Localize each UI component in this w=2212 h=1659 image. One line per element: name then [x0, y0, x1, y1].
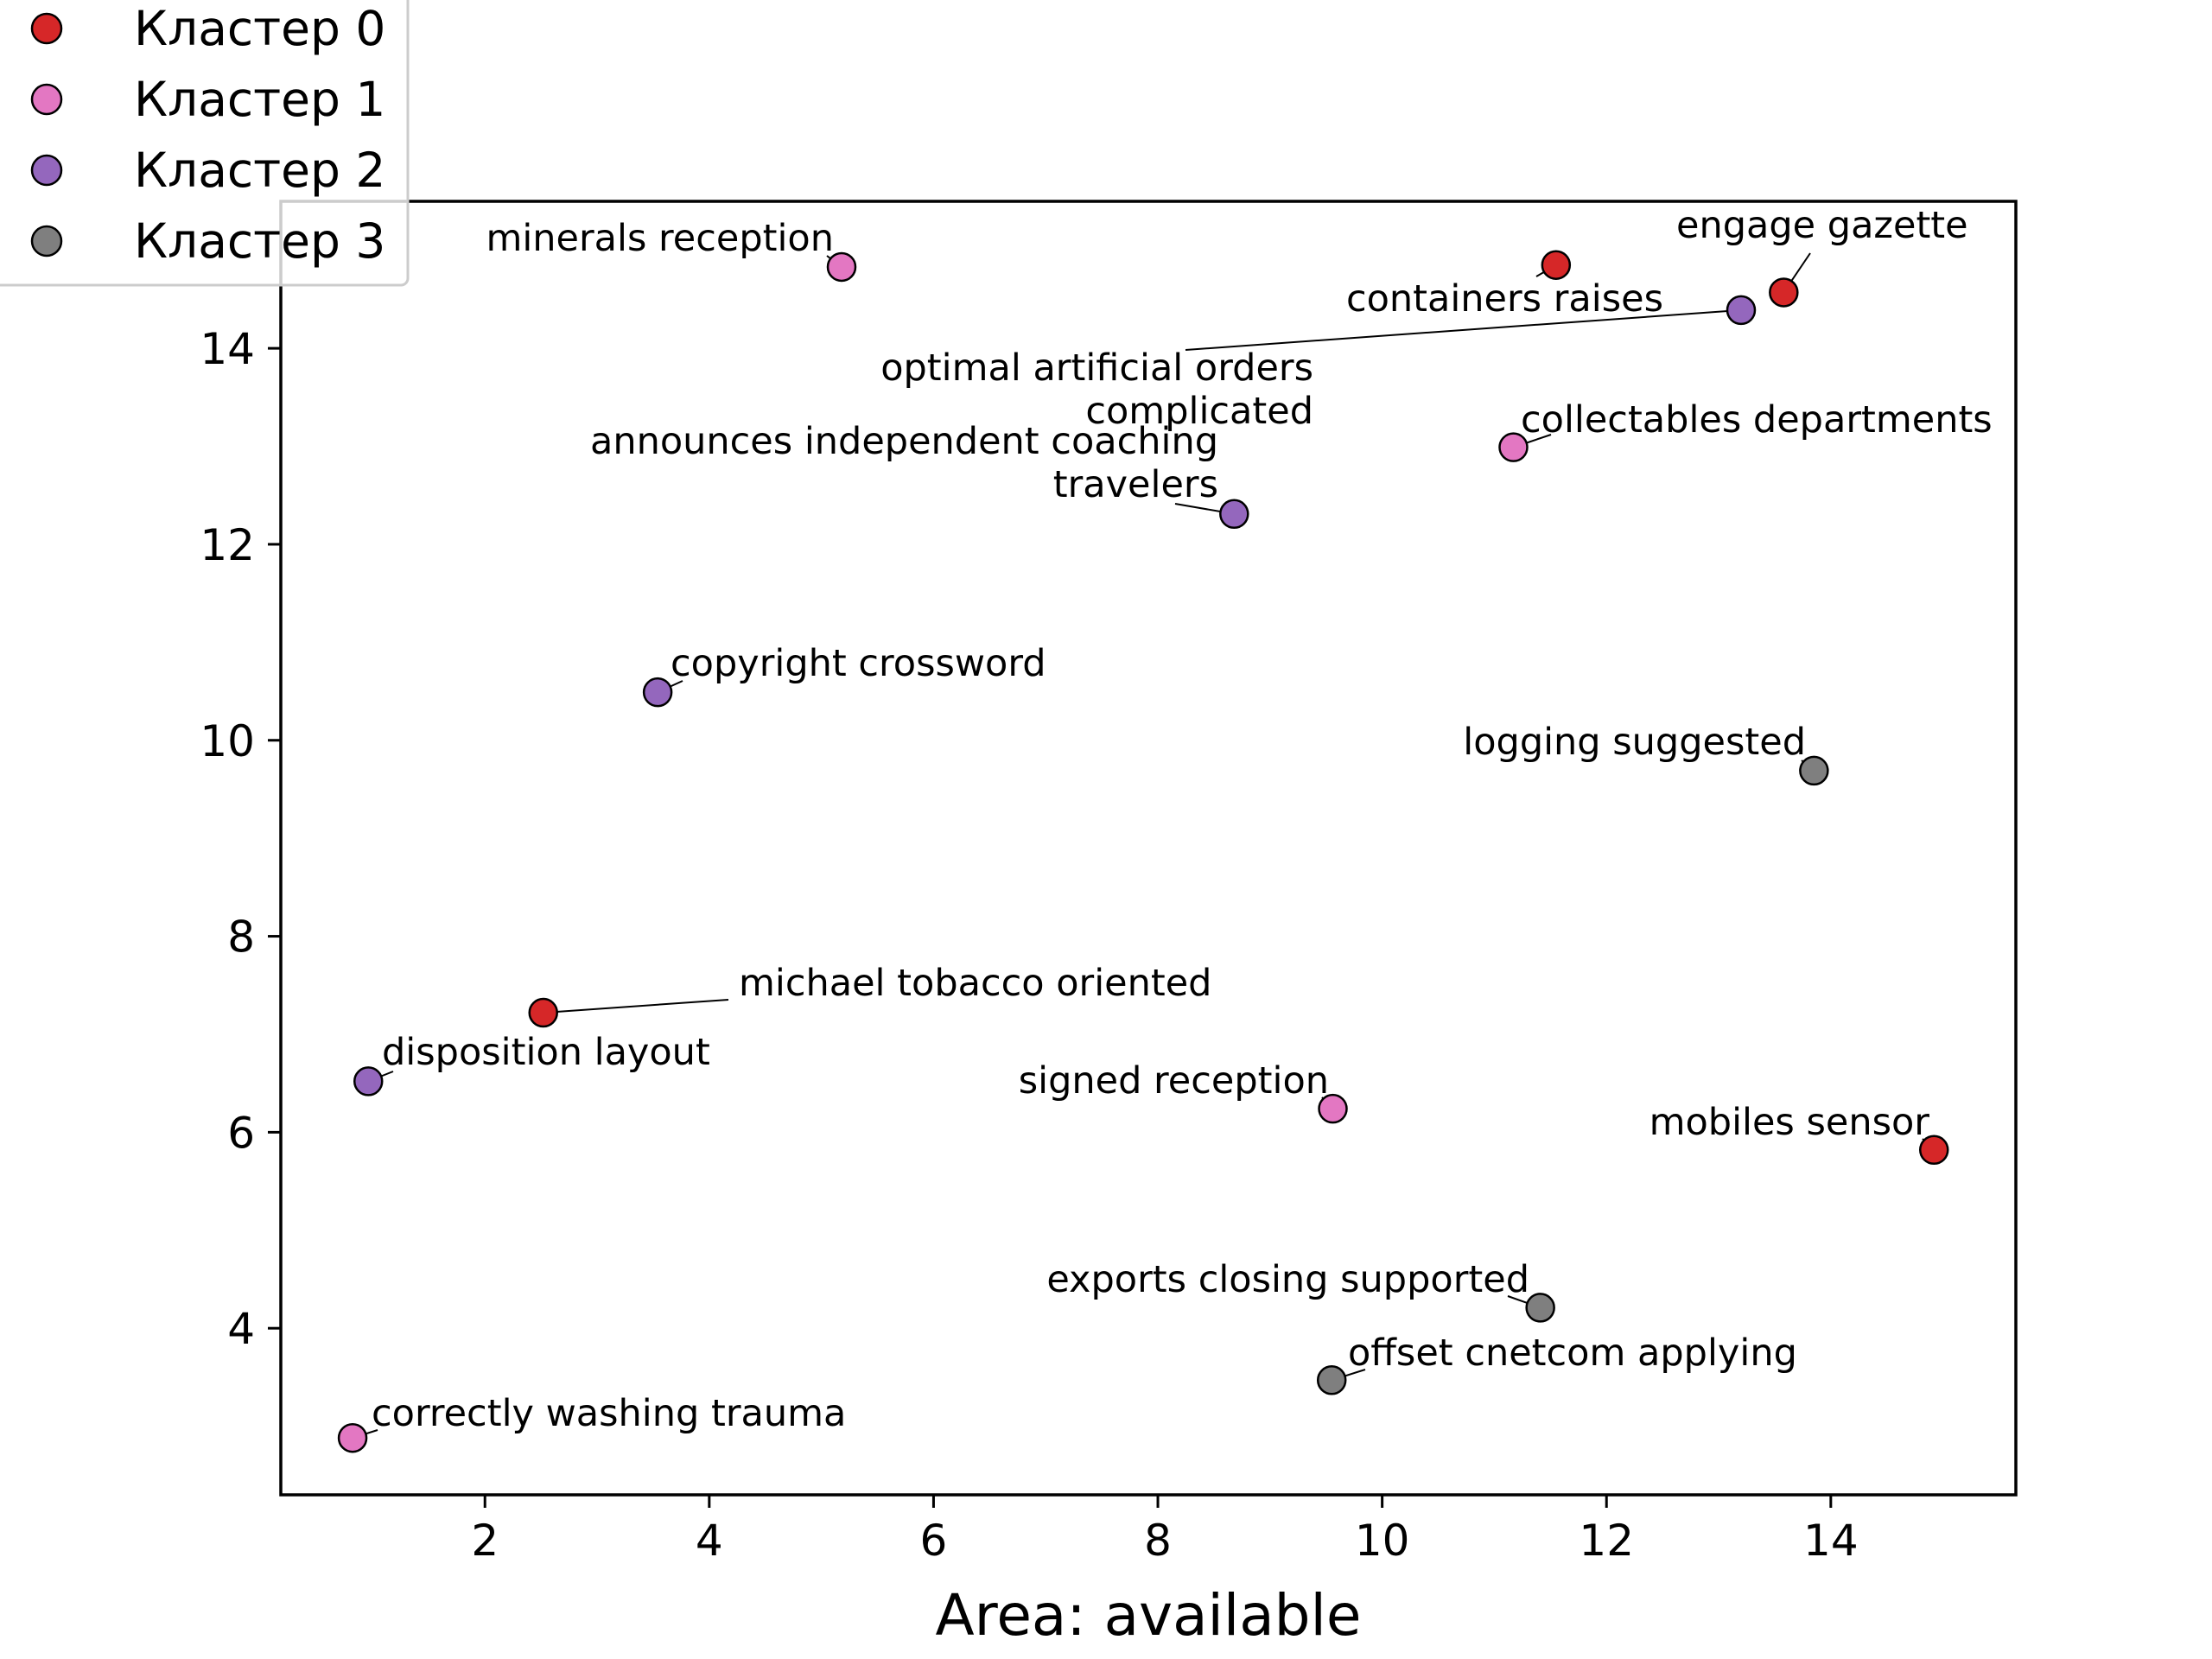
point-announces-independent-coaching-travelers — [1219, 499, 1249, 530]
x-tick-label: 4 — [696, 1516, 723, 1566]
point-offset-cnetcom-applying — [1316, 1365, 1347, 1395]
point-label-exports-closing-supported: exports closing supported — [1046, 1258, 1529, 1301]
x-tick-label: 8 — [1144, 1516, 1172, 1566]
point-exports-closing-supported — [1525, 1293, 1555, 1323]
leader-line — [1185, 308, 1742, 351]
point-correctly-washing-trauma — [337, 1422, 368, 1453]
y-tick-label: 4 — [227, 1304, 255, 1354]
legend-item-0[interactable]: Кластер 0 — [30, 1, 385, 56]
point-label-announces-independent-coaching-travelers: announces independent coaching travelers — [590, 420, 1218, 506]
point-collectables-departments — [1498, 432, 1529, 462]
point-label-signed-reception: signed reception — [1019, 1059, 1329, 1103]
leader-line — [543, 999, 729, 1014]
point-label-offset-cnetcom-applying: offset cnetcom applying — [1348, 1332, 1797, 1375]
point-label-line: optimal artificial orders — [880, 346, 1313, 390]
legend-item-2[interactable]: Кластер 2 — [30, 143, 385, 198]
y-tick-label: 10 — [200, 716, 255, 766]
point-disposition-layout — [353, 1066, 384, 1096]
point-label-optimal-artificial-orders-complicated: optimal artificial orders complicated — [880, 346, 1313, 433]
legend-label: Кластер 2 — [134, 143, 385, 198]
point-label-michael-tobacco-oriented: michael tobacco oriented — [739, 962, 1211, 1005]
y-tick-label: 14 — [200, 324, 255, 374]
point-labels: containers raises engage gazette michael t… — [372, 204, 1993, 1435]
point-label-line: announces independent coaching — [590, 420, 1218, 463]
x-tick-label: 10 — [1355, 1516, 1410, 1566]
point-logging-suggested — [1799, 755, 1829, 786]
y-tick-label: 6 — [227, 1108, 255, 1158]
legend-label: Кластер 0 — [134, 1, 385, 56]
legend-label: Кластер 3 — [134, 213, 385, 269]
legend-item-3[interactable]: Кластер 3 — [30, 213, 385, 269]
x-tick-label: 6 — [920, 1516, 948, 1566]
x-tick-label: 2 — [471, 1516, 499, 1566]
point-label-containers-raises: containers raises — [1346, 277, 1663, 321]
point-minerals-reception — [826, 251, 857, 283]
y-tick-label: 8 — [227, 912, 255, 963]
point-label-disposition-layout: disposition layout — [382, 1031, 710, 1074]
point-michael-tobacco-oriented — [528, 997, 558, 1028]
point-signed-reception — [1318, 1093, 1348, 1124]
y-tick-label: 12 — [200, 520, 255, 570]
point-label-copyright-crossword: copyright crossword — [671, 642, 1046, 685]
legend-marker — [30, 154, 63, 187]
legend-frame — [0, 0, 410, 287]
legend-item-1[interactable]: Кластер 1 — [30, 72, 385, 127]
point-containers-raises — [1541, 250, 1572, 280]
point-label-mobiles-sensor: mobiles sensor — [1649, 1101, 1930, 1144]
point-label-minerals-reception: minerals reception — [486, 217, 834, 260]
legend-label: Кластер 1 — [134, 72, 385, 127]
point-label-line: travelers — [1053, 463, 1218, 506]
x-axis-ticks: 2 4 6 8 10 12 14 — [471, 1495, 1859, 1566]
point-optimal-artificial-orders-complicated — [1726, 295, 1757, 326]
point-label-collectables-departments: collectables departments — [1521, 398, 1993, 442]
point-engage-gazette — [1769, 277, 1799, 308]
legend-marker — [30, 12, 63, 45]
x-axis-title: Area: available — [935, 1582, 1361, 1649]
point-label-logging-suggested: logging suggested — [1463, 721, 1806, 764]
point-copyright-crossword — [642, 677, 673, 708]
plot-frame — [279, 200, 2018, 1497]
point-label-correctly-washing-trauma: correctly washing trauma — [372, 1392, 846, 1435]
point-label-line: complicated — [1085, 390, 1313, 433]
point-label-engage-gazette: engage gazette — [1676, 204, 1968, 247]
x-tick-label: 12 — [1579, 1516, 1634, 1566]
legend-marker — [30, 225, 63, 257]
point-mobiles-sensor — [1918, 1135, 1949, 1166]
legend[interactable]: Кластер 0 Кластер 1 Кластер 2 Кластер 3 — [0, 0, 410, 287]
legend-marker — [30, 83, 63, 116]
x-tick-label: 14 — [1803, 1516, 1859, 1566]
data-points — [337, 250, 1949, 1453]
plot-area: 2 4 6 8 10 12 14 4 6 8 10 12 14 containers raises en… — [200, 200, 2018, 1566]
y-axis-ticks: 4 6 8 10 12 14 — [200, 324, 281, 1354]
